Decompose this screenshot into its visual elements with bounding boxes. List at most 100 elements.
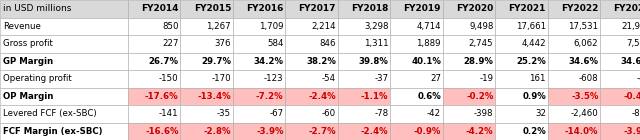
Bar <box>0 18 128 35</box>
Text: 32: 32 <box>535 109 546 118</box>
Text: -141: -141 <box>159 109 179 118</box>
Text: -60: -60 <box>322 109 336 118</box>
Text: FY2022: FY2022 <box>561 4 598 13</box>
Bar <box>443 70 495 88</box>
Bar <box>180 88 233 105</box>
Text: -3.9%: -3.9% <box>623 127 640 136</box>
Bar <box>443 35 495 52</box>
Text: -54: -54 <box>322 74 336 83</box>
Bar <box>548 88 600 105</box>
Bar <box>233 88 285 105</box>
Text: 584: 584 <box>267 39 284 48</box>
Text: -123: -123 <box>264 74 284 83</box>
Text: -2.7%: -2.7% <box>308 127 336 136</box>
Bar <box>128 122 180 140</box>
Bar <box>443 52 495 70</box>
Bar <box>128 88 180 105</box>
Bar <box>390 88 443 105</box>
Text: -19: -19 <box>479 74 493 83</box>
Text: -37: -37 <box>374 74 388 83</box>
Text: 227: 227 <box>162 39 179 48</box>
Text: 34.6%: 34.6% <box>568 57 598 66</box>
Bar <box>233 18 285 35</box>
Text: GP Margin: GP Margin <box>3 57 53 66</box>
Bar <box>0 70 128 88</box>
Bar <box>600 0 640 18</box>
Bar <box>338 52 390 70</box>
Bar <box>443 0 495 18</box>
Text: -4.2%: -4.2% <box>466 127 493 136</box>
Bar <box>390 70 443 88</box>
Bar <box>0 52 128 70</box>
Bar <box>338 35 390 52</box>
Bar <box>495 18 548 35</box>
Text: FY2020: FY2020 <box>456 4 493 13</box>
Text: Revenue: Revenue <box>3 22 41 31</box>
Bar <box>548 35 600 52</box>
Text: FY2015: FY2015 <box>194 4 231 13</box>
Bar <box>285 0 338 18</box>
Text: FY2018: FY2018 <box>351 4 388 13</box>
Bar <box>233 70 285 88</box>
Text: -0.9%: -0.9% <box>413 127 441 136</box>
Bar <box>548 122 600 140</box>
Text: FY2019: FY2019 <box>403 4 441 13</box>
Text: -3.5%: -3.5% <box>571 92 598 101</box>
Text: 2,745: 2,745 <box>469 39 493 48</box>
Bar <box>0 88 128 105</box>
Bar <box>128 0 180 18</box>
Bar <box>128 70 180 88</box>
Bar <box>285 52 338 70</box>
Text: -14.0%: -14.0% <box>565 127 598 136</box>
Bar <box>495 88 548 105</box>
Bar <box>495 52 548 70</box>
Bar <box>390 52 443 70</box>
Text: 34.2%: 34.2% <box>253 57 284 66</box>
Text: -17.6%: -17.6% <box>145 92 179 101</box>
Text: 39.8%: 39.8% <box>358 57 388 66</box>
Text: -13.4%: -13.4% <box>197 92 231 101</box>
Bar <box>0 0 128 18</box>
Bar <box>495 122 548 140</box>
Bar <box>180 35 233 52</box>
Text: Operating profit: Operating profit <box>3 74 72 83</box>
Bar <box>0 35 128 52</box>
Bar <box>180 0 233 18</box>
Text: 9,498: 9,498 <box>469 22 493 31</box>
Text: 846: 846 <box>319 39 336 48</box>
Text: FY2017: FY2017 <box>298 4 336 13</box>
Text: -42: -42 <box>427 109 441 118</box>
Text: -2.4%: -2.4% <box>361 127 388 136</box>
Bar <box>443 105 495 122</box>
Text: 38.2%: 38.2% <box>306 57 336 66</box>
Text: 0.2%: 0.2% <box>522 127 546 136</box>
Text: -2.8%: -2.8% <box>204 127 231 136</box>
Text: -3.9%: -3.9% <box>256 127 284 136</box>
Text: FY2023: FY2023 <box>614 4 640 13</box>
Bar <box>390 122 443 140</box>
Text: 4,442: 4,442 <box>522 39 546 48</box>
Text: Levered FCF (ex-SBC): Levered FCF (ex-SBC) <box>3 109 97 118</box>
Text: 26.7%: 26.7% <box>148 57 179 66</box>
Text: -1.1%: -1.1% <box>361 92 388 101</box>
Text: -78: -78 <box>374 109 388 118</box>
Bar <box>495 0 548 18</box>
Bar <box>285 70 338 88</box>
Bar <box>495 70 548 88</box>
Text: FCF Margin (ex-SBC): FCF Margin (ex-SBC) <box>3 127 102 136</box>
Text: 40.1%: 40.1% <box>411 57 441 66</box>
Text: -608: -608 <box>579 74 598 83</box>
Bar <box>180 122 233 140</box>
Bar <box>600 18 640 35</box>
Bar <box>233 52 285 70</box>
Bar <box>0 105 128 122</box>
Bar <box>600 35 640 52</box>
Bar <box>600 52 640 70</box>
Text: OP Margin: OP Margin <box>3 92 54 101</box>
Bar <box>233 105 285 122</box>
Text: in USD millions: in USD millions <box>3 4 72 13</box>
Bar <box>338 0 390 18</box>
Text: FY2014: FY2014 <box>141 4 179 13</box>
Bar <box>0 122 128 140</box>
Bar <box>285 122 338 140</box>
